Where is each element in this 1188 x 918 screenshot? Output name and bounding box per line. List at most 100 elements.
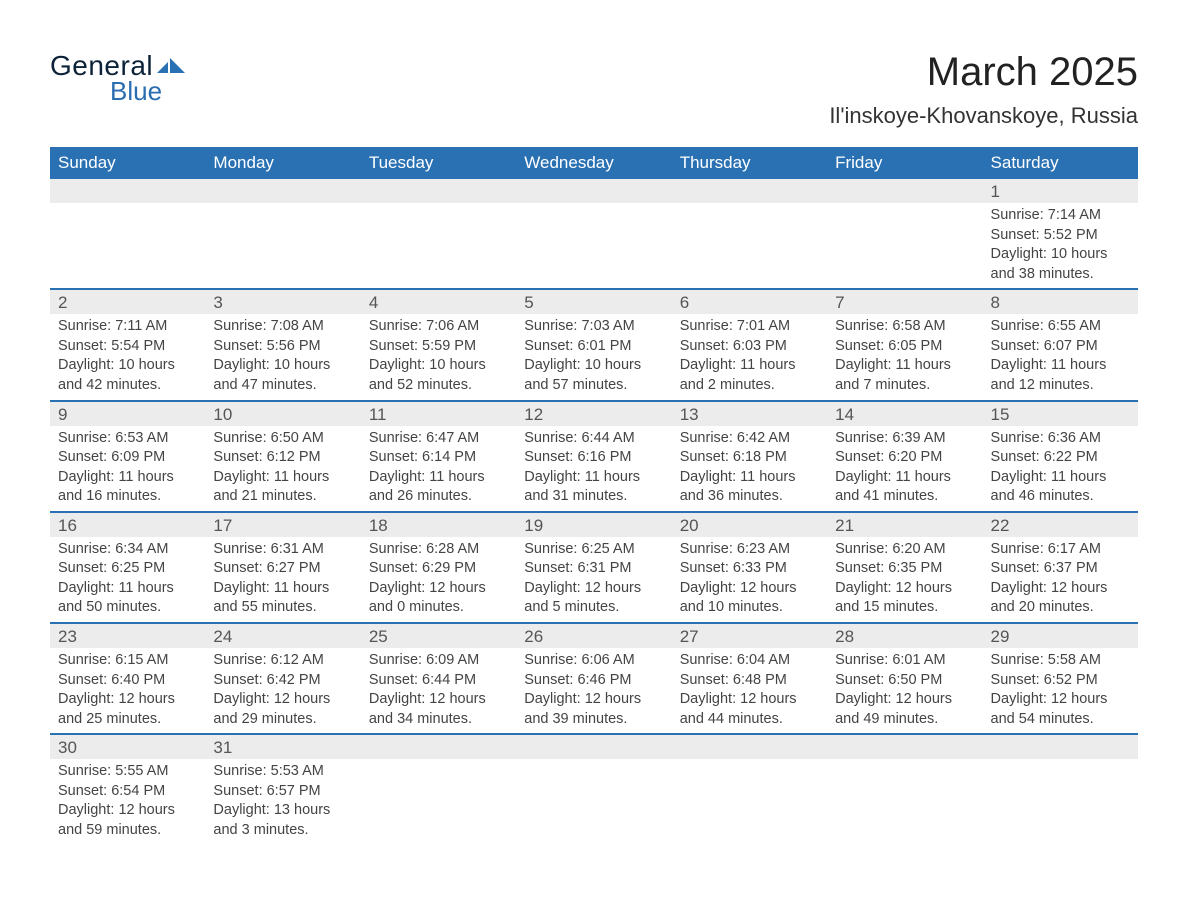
sunset-text: Sunset: 6:14 PM [369, 448, 508, 468]
day-number-cell: 19 [516, 512, 671, 537]
day-number-cell: 23 [50, 623, 205, 648]
sunrise-text: Sunrise: 6:12 AM [213, 651, 352, 671]
day-number-cell: 22 [983, 512, 1138, 537]
sunset-text: Sunset: 5:54 PM [58, 337, 197, 357]
day-detail-cell [361, 203, 516, 289]
day-number-cell: 5 [516, 289, 671, 314]
day-detail-cell: Sunrise: 6:23 AMSunset: 6:33 PMDaylight:… [672, 537, 827, 623]
sunset-text: Sunset: 6:05 PM [835, 337, 974, 357]
day-number-cell [827, 734, 982, 759]
week-number-row: 3031 [50, 734, 1138, 759]
sunrise-text: Sunrise: 6:20 AM [835, 540, 974, 560]
page-title: March 2025 [829, 50, 1138, 95]
day-number-cell: 29 [983, 623, 1138, 648]
day-detail-cell: Sunrise: 7:08 AMSunset: 5:56 PMDaylight:… [205, 314, 360, 400]
sunset-text: Sunset: 6:01 PM [524, 337, 663, 357]
sunrise-text: Sunrise: 6:53 AM [58, 429, 197, 449]
week-detail-row: Sunrise: 5:55 AMSunset: 6:54 PMDaylight:… [50, 759, 1138, 844]
daylight-text-2: and 34 minutes. [369, 710, 508, 730]
day-number-cell: 15 [983, 401, 1138, 426]
logo-icon [157, 57, 185, 75]
daylight-text-2: and 42 minutes. [58, 376, 197, 396]
daylight-text-1: Daylight: 12 hours [58, 690, 197, 710]
sunset-text: Sunset: 6:48 PM [680, 671, 819, 691]
weekday-header-row: Sunday Monday Tuesday Wednesday Thursday… [50, 147, 1138, 179]
daylight-text-1: Daylight: 11 hours [369, 468, 508, 488]
day-detail-cell [983, 759, 1138, 844]
daylight-text-2: and 55 minutes. [213, 598, 352, 618]
daylight-text-1: Daylight: 10 hours [58, 356, 197, 376]
day-detail-cell: Sunrise: 6:53 AMSunset: 6:09 PMDaylight:… [50, 426, 205, 512]
day-detail-cell: Sunrise: 6:58 AMSunset: 6:05 PMDaylight:… [827, 314, 982, 400]
sunrise-text: Sunrise: 6:50 AM [213, 429, 352, 449]
sunset-text: Sunset: 6:50 PM [835, 671, 974, 691]
sunset-text: Sunset: 6:46 PM [524, 671, 663, 691]
sunset-text: Sunset: 6:25 PM [58, 559, 197, 579]
sunrise-text: Sunrise: 6:58 AM [835, 317, 974, 337]
day-number-cell [516, 734, 671, 759]
daylight-text-2: and 44 minutes. [680, 710, 819, 730]
day-number-cell [672, 734, 827, 759]
daylight-text-1: Daylight: 11 hours [991, 356, 1130, 376]
day-number-cell: 12 [516, 401, 671, 426]
sunrise-text: Sunrise: 6:25 AM [524, 540, 663, 560]
day-number-cell: 10 [205, 401, 360, 426]
daylight-text-1: Daylight: 11 hours [991, 468, 1130, 488]
daylight-text-2: and 31 minutes. [524, 487, 663, 507]
daylight-text-2: and 16 minutes. [58, 487, 197, 507]
day-number-cell: 7 [827, 289, 982, 314]
sunrise-text: Sunrise: 6:17 AM [991, 540, 1130, 560]
col-saturday: Saturday [983, 147, 1138, 179]
daylight-text-1: Daylight: 10 hours [369, 356, 508, 376]
sunset-text: Sunset: 6:37 PM [991, 559, 1130, 579]
day-number-cell: 21 [827, 512, 982, 537]
week-number-row: 9101112131415 [50, 401, 1138, 426]
daylight-text-2: and 36 minutes. [680, 487, 819, 507]
title-block: March 2025 Il'inskoye-Khovanskoye, Russi… [829, 50, 1138, 129]
sunset-text: Sunset: 5:52 PM [991, 226, 1130, 246]
day-detail-cell: Sunrise: 6:09 AMSunset: 6:44 PMDaylight:… [361, 648, 516, 734]
sunset-text: Sunset: 6:27 PM [213, 559, 352, 579]
daylight-text-2: and 7 minutes. [835, 376, 974, 396]
day-number-cell: 18 [361, 512, 516, 537]
header: General Blue March 2025 Il'inskoye-Khova… [50, 50, 1138, 129]
day-detail-cell: Sunrise: 6:20 AMSunset: 6:35 PMDaylight:… [827, 537, 982, 623]
daylight-text-2: and 10 minutes. [680, 598, 819, 618]
daylight-text-1: Daylight: 11 hours [835, 468, 974, 488]
day-number-cell: 11 [361, 401, 516, 426]
daylight-text-1: Daylight: 10 hours [524, 356, 663, 376]
sunrise-text: Sunrise: 6:01 AM [835, 651, 974, 671]
daylight-text-2: and 52 minutes. [369, 376, 508, 396]
daylight-text-2: and 25 minutes. [58, 710, 197, 730]
day-detail-cell: Sunrise: 7:06 AMSunset: 5:59 PMDaylight:… [361, 314, 516, 400]
day-detail-cell: Sunrise: 5:53 AMSunset: 6:57 PMDaylight:… [205, 759, 360, 844]
day-detail-cell [516, 203, 671, 289]
sunrise-text: Sunrise: 6:15 AM [58, 651, 197, 671]
day-number-cell: 14 [827, 401, 982, 426]
sunrise-text: Sunrise: 6:39 AM [835, 429, 974, 449]
daylight-text-1: Daylight: 12 hours [991, 690, 1130, 710]
day-detail-cell [672, 759, 827, 844]
day-number-cell [516, 179, 671, 203]
daylight-text-1: Daylight: 13 hours [213, 801, 352, 821]
daylight-text-1: Daylight: 11 hours [524, 468, 663, 488]
day-detail-cell: Sunrise: 7:14 AMSunset: 5:52 PMDaylight:… [983, 203, 1138, 289]
day-number-cell: 30 [50, 734, 205, 759]
col-monday: Monday [205, 147, 360, 179]
daylight-text-1: Daylight: 12 hours [680, 579, 819, 599]
day-number-cell: 6 [672, 289, 827, 314]
week-detail-row: Sunrise: 6:34 AMSunset: 6:25 PMDaylight:… [50, 537, 1138, 623]
week-detail-row: Sunrise: 7:11 AMSunset: 5:54 PMDaylight:… [50, 314, 1138, 400]
sunset-text: Sunset: 6:09 PM [58, 448, 197, 468]
location-subtitle: Il'inskoye-Khovanskoye, Russia [829, 103, 1138, 129]
daylight-text-1: Daylight: 12 hours [369, 579, 508, 599]
sunset-text: Sunset: 6:03 PM [680, 337, 819, 357]
day-number-cell [361, 734, 516, 759]
sunrise-text: Sunrise: 6:28 AM [369, 540, 508, 560]
day-detail-cell: Sunrise: 6:12 AMSunset: 6:42 PMDaylight:… [205, 648, 360, 734]
day-number-cell: 16 [50, 512, 205, 537]
day-number-cell: 17 [205, 512, 360, 537]
sunset-text: Sunset: 6:40 PM [58, 671, 197, 691]
day-number-cell: 24 [205, 623, 360, 648]
daylight-text-2: and 21 minutes. [213, 487, 352, 507]
